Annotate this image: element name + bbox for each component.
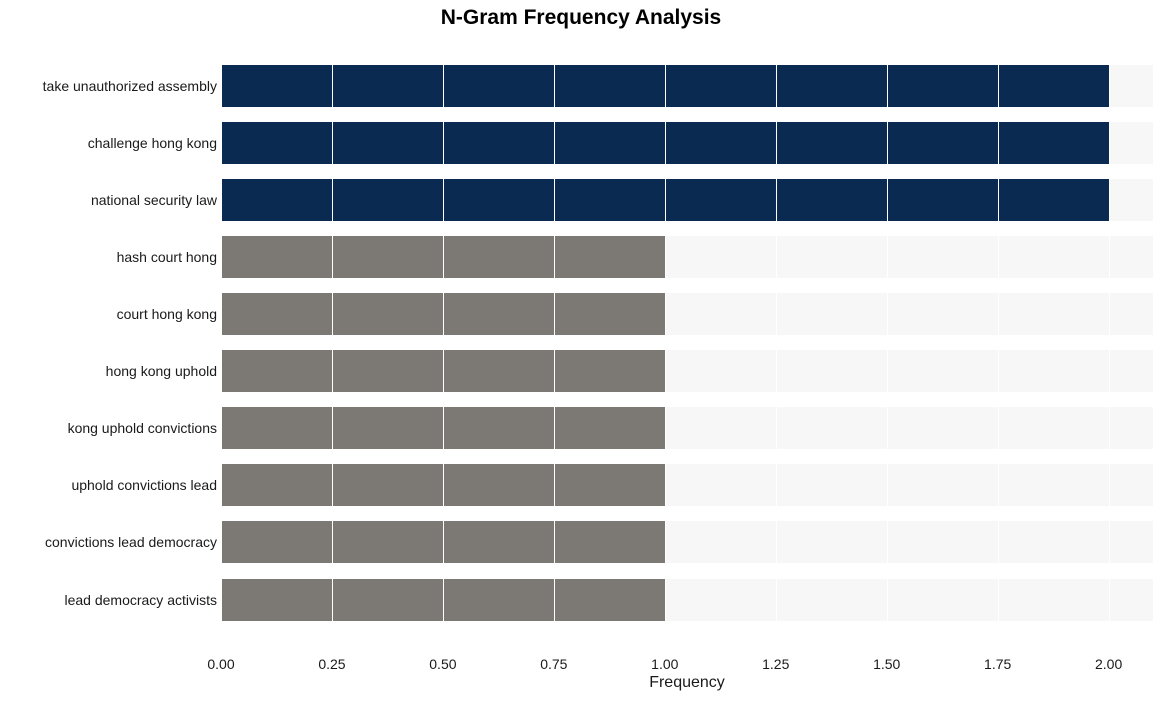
grid-vertical-line	[665, 33, 666, 652]
x-tick-label: 0.50	[429, 656, 456, 672]
y-tick-label: lead democracy activists	[0, 592, 217, 608]
x-tick-label: 1.00	[651, 656, 678, 672]
x-tick-label: 0.00	[207, 656, 234, 672]
y-tick-label: take unauthorized assembly	[0, 78, 217, 94]
ngram-frequency-chart: N-Gram Frequency Analysis Frequency take…	[0, 0, 1162, 701]
grid-band	[221, 621, 1153, 652]
grid-vertical-line	[443, 33, 444, 652]
y-tick-label: hash court hong	[0, 249, 217, 265]
y-tick-label: hong kong uphold	[0, 363, 217, 379]
grid-vertical-line	[887, 33, 888, 652]
x-tick-label: 0.25	[318, 656, 345, 672]
grid-band	[221, 506, 1153, 521]
y-tick-label: court hong kong	[0, 306, 217, 322]
grid-vertical-line	[332, 33, 333, 652]
grid-vertical-line	[221, 33, 222, 652]
y-tick-label: kong uphold convictions	[0, 420, 217, 436]
plot-area	[221, 33, 1153, 652]
grid-vertical-line	[998, 33, 999, 652]
grid-band	[221, 278, 1153, 293]
x-tick-label: 0.75	[540, 656, 567, 672]
grid-band	[221, 221, 1153, 236]
grid-band	[221, 563, 1153, 578]
grid-band	[221, 449, 1153, 464]
x-tick-label: 2.00	[1095, 656, 1122, 672]
grid-band	[221, 33, 1153, 65]
grid-band	[221, 164, 1153, 179]
grid-vertical-line	[1109, 33, 1110, 652]
grid-vertical-line	[776, 33, 777, 652]
y-tick-label: convictions lead democracy	[0, 534, 217, 550]
x-tick-label: 1.25	[762, 656, 789, 672]
grid-band	[221, 335, 1153, 350]
chart-title: N-Gram Frequency Analysis	[0, 6, 1162, 30]
grid-band	[221, 107, 1153, 122]
y-tick-label: challenge hong kong	[0, 135, 217, 151]
y-tick-label: national security law	[0, 192, 217, 208]
x-tick-label: 1.50	[873, 656, 900, 672]
grid-vertical-line	[554, 33, 555, 652]
x-axis-title: Frequency	[221, 674, 1153, 692]
grid-band	[221, 392, 1153, 407]
x-tick-label: 1.75	[984, 656, 1011, 672]
y-tick-label: uphold convictions lead	[0, 477, 217, 493]
